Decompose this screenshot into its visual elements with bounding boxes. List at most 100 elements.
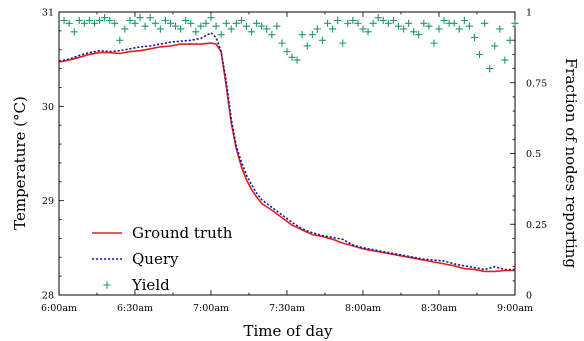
- x-tick-label: 8:00am: [345, 303, 381, 314]
- yield-point: [455, 25, 463, 33]
- yield-point: [166, 19, 175, 27]
- yield-point: [222, 19, 230, 27]
- yield-point: [131, 19, 139, 27]
- yield-point: [460, 16, 468, 25]
- yield-point: [465, 22, 473, 30]
- yield-point: [344, 19, 352, 27]
- yield-point: [161, 16, 169, 25]
- y-tick-label: 31: [42, 8, 54, 19]
- yield-point: [273, 22, 281, 30]
- yield-point: [470, 33, 479, 42]
- y2-tick-label: 0.75: [526, 78, 547, 89]
- yield-point: [90, 19, 99, 27]
- yield-point: [182, 16, 190, 25]
- yield-point: [278, 39, 286, 47]
- legend-label: Query: [132, 250, 179, 268]
- yield-point: [440, 16, 448, 25]
- yield-point: [146, 14, 154, 22]
- yield-point: [313, 25, 321, 33]
- yield-point: [415, 31, 423, 39]
- yield-point: [253, 19, 261, 27]
- yield-point: [121, 25, 129, 33]
- yield-point: [511, 19, 519, 27]
- yield-point: [227, 25, 235, 33]
- yield-point: [80, 19, 88, 27]
- yield-point: [379, 16, 387, 25]
- y2-axis-title: Fraction of nodes reporting: [562, 58, 580, 269]
- yield-point: [389, 16, 397, 25]
- legend-swatch-yield: [103, 281, 111, 289]
- yield-point: [111, 19, 119, 27]
- x-tick-label: 8:30am: [421, 303, 457, 314]
- yield-point: [237, 16, 245, 25]
- yield-point: [394, 22, 403, 30]
- yield-point: [303, 42, 311, 50]
- x-tick-label: 7:30am: [269, 303, 305, 314]
- yield-point: [151, 19, 159, 27]
- yield-point: [171, 22, 180, 30]
- axes: 6:00am 6:30am 7:00am 7:30am 8:00am 8:30am 9:00…: [41, 8, 547, 315]
- yield-point: [399, 25, 408, 33]
- query-line: [58, 31, 515, 271]
- y2-tick-label: 0.5: [526, 149, 541, 160]
- yield-point: [329, 25, 337, 33]
- x-tick-label: 7:00am: [193, 303, 229, 314]
- yield-point: [268, 31, 276, 39]
- yield-point: [334, 16, 342, 25]
- yield-point: [177, 25, 185, 33]
- yield-point: [207, 14, 215, 22]
- yield-point: [202, 19, 210, 27]
- yield-point: [405, 19, 413, 27]
- yield-point: [308, 31, 316, 39]
- yield-point: [258, 22, 266, 30]
- x-tick-label: 9:00am: [497, 303, 533, 314]
- yield-point: [481, 19, 489, 27]
- yield-point: [60, 16, 68, 25]
- yield-point: [318, 36, 327, 44]
- yield-point: [242, 22, 251, 30]
- legend: Ground truth Query Yield: [92, 224, 233, 294]
- yield-point: [192, 28, 200, 36]
- y2-tick-label: 0.25: [526, 220, 547, 231]
- yield-point: [496, 25, 504, 33]
- y2-tick-label: 1: [526, 8, 532, 19]
- yield-point: [217, 31, 225, 39]
- yield-point: [156, 25, 164, 33]
- yield-point: [420, 19, 428, 27]
- yield-point: [187, 19, 195, 27]
- legend-label: Yield: [131, 276, 170, 294]
- yield-point: [359, 25, 367, 33]
- legend-label: Ground truth: [132, 224, 233, 242]
- x-tick-label: 6:00am: [41, 303, 77, 314]
- yield-point: [247, 28, 256, 36]
- yield-point: [374, 14, 382, 22]
- yield-point: [263, 25, 271, 33]
- yield-point: [85, 16, 93, 25]
- y-tick-label: 28: [42, 291, 54, 302]
- yield-point: [450, 19, 458, 27]
- yield-point: [475, 50, 484, 59]
- y-tick-label: 30: [42, 102, 54, 113]
- yield-point: [339, 39, 347, 47]
- yield-point: [425, 22, 433, 30]
- yield-point: [491, 42, 499, 50]
- yield-point: [486, 65, 494, 73]
- yield-point: [384, 19, 392, 27]
- yield-point: [232, 19, 240, 27]
- yield-point: [65, 19, 73, 27]
- yield-point: [349, 16, 357, 25]
- x-tick-label: 6:30am: [117, 303, 153, 314]
- yield-point: [136, 14, 144, 22]
- ground-truth-line: [58, 42, 515, 273]
- series-layer: [58, 14, 519, 273]
- yield-point: [95, 16, 104, 25]
- yield-point: [364, 28, 372, 36]
- yield-point: [506, 36, 514, 44]
- yield-point: [435, 25, 443, 33]
- yield-point: [197, 22, 205, 30]
- yield-point: [501, 56, 509, 64]
- yield-point: [283, 48, 291, 56]
- yield-point: [126, 16, 134, 25]
- yield-point: [116, 36, 124, 44]
